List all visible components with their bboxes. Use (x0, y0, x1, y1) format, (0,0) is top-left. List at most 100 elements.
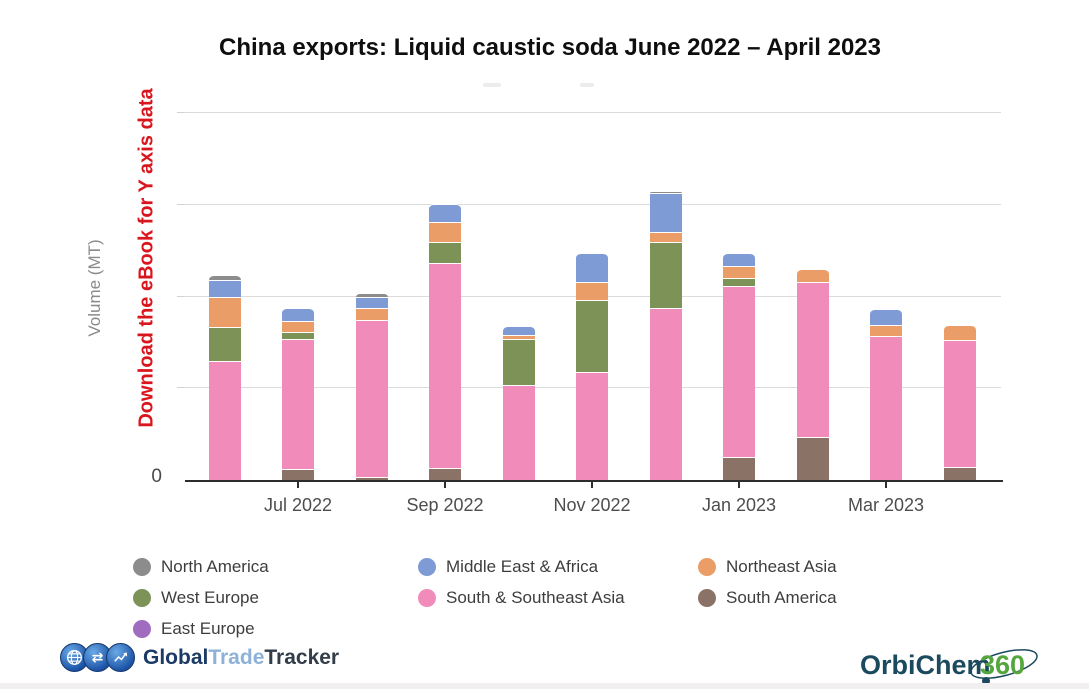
bar-segment-south-southeast-asia (723, 285, 755, 458)
bar-mar-2023 (870, 113, 902, 480)
gtt-logo-text-tracker: Tracker (264, 645, 340, 669)
y-axis-tick (177, 295, 185, 297)
bar-segment-west-europe (429, 242, 461, 264)
bar-segment-south-america (282, 469, 314, 480)
x-axis-label: Jan 2023 (701, 495, 777, 515)
x-axis-label: Jul 2022 (263, 495, 333, 515)
bar-segment-south-southeast-asia (208, 360, 241, 480)
faint-artifact (483, 83, 501, 87)
bar-jan-2023 (723, 113, 755, 480)
bar-segment-south-southeast-asia (576, 371, 608, 480)
bottom-edge-strip (0, 683, 1089, 689)
bar-segment-north-america (208, 275, 241, 281)
bar-segment-south-america (796, 436, 829, 480)
bar-segment-south-america (355, 477, 388, 480)
bar-segment-west-europe (723, 278, 755, 286)
bar-segment-north-america (355, 292, 388, 298)
swap-arrows-icon: ⇄ (83, 643, 112, 672)
bar-segment-northeast-asia (208, 297, 241, 327)
legend-marker-icon (418, 558, 436, 576)
legend-marker-icon (133, 589, 151, 607)
bar-segment-south-america (943, 467, 976, 480)
gtt-logo-text-trade: Trade (208, 645, 265, 669)
bar-segment-northeast-asia (502, 335, 535, 339)
bar-segment-west-europe (576, 300, 608, 372)
legend-item-south-america: South America (698, 588, 837, 608)
y-axis-tick (177, 387, 185, 389)
x-axis-label: Sep 2022 (406, 495, 484, 515)
ebook-promo-link[interactable]: Download the eBook for Y axis data (135, 88, 158, 428)
bar-segment-northeast-asia (796, 269, 829, 282)
bar-segment-south-southeast-asia (355, 320, 388, 478)
bar-segment-middle-east-africa (208, 280, 241, 298)
bar-segment-northeast-asia (870, 324, 902, 336)
orbit-ellipse-icon (970, 649, 1038, 679)
y-axis-zero-tick: 0 (151, 466, 162, 487)
legend-marker-icon (698, 589, 716, 607)
legend-item-west-europe: West Europe (133, 588, 259, 608)
legend-item-south-southeast-asia: South & Southeast Asia (418, 588, 625, 608)
bar-dec-2022 (649, 113, 682, 480)
gridline (185, 203, 1001, 205)
legend-label: Northeast Asia (726, 557, 837, 576)
global-trade-tracker-logo: ⇄ GlobalTradeTracker (60, 643, 339, 672)
x-axis-tick (738, 480, 740, 488)
bar-segment-west-europe (649, 242, 682, 309)
bar-oct-2022 (502, 113, 535, 480)
bar-segment-northeast-asia (576, 281, 608, 301)
bar-segment-middle-east-africa (429, 203, 461, 223)
legend-marker-icon (133, 558, 151, 576)
legend-marker-icon (418, 589, 436, 607)
x-axis-label: Nov 2022 (553, 495, 631, 515)
orbichem-logo-text: OrbiChem (860, 650, 991, 680)
bar-aug-2022 (355, 113, 388, 480)
bar-segment-west-europe (502, 338, 535, 385)
legend-label: Middle East & Africa (446, 557, 599, 576)
bar-segment-south-southeast-asia (796, 281, 829, 437)
bar-segment-west-europe (282, 332, 314, 339)
chart-line-icon (106, 643, 135, 672)
chart-title: China exports: Liquid caustic soda June … (219, 34, 881, 61)
bar-segment-south-southeast-asia (429, 263, 461, 469)
gtt-logo-text-global: Global (143, 645, 209, 669)
bar-segment-northeast-asia (649, 232, 682, 243)
bar-apr-2023 (943, 113, 976, 480)
y-axis-title: Volume (MT) (85, 239, 104, 337)
bar-segment-south-southeast-asia (870, 335, 902, 480)
x-axis-label: Mar 2023 (847, 495, 925, 515)
legend-marker-icon (133, 620, 151, 638)
bar-segment-west-europe (208, 326, 241, 361)
bar-sep-2022 (429, 113, 461, 480)
bar-segment-south-america (723, 457, 755, 480)
orbichem-logo-360: 360 (980, 650, 1025, 680)
x-axis-tick (297, 480, 299, 488)
bar-segment-south-southeast-asia (282, 338, 314, 469)
bar-segment-middle-east-africa (870, 309, 902, 325)
y-axis-tick (177, 112, 185, 113)
legend-item-north-america: North America (133, 557, 269, 577)
legend-item-east-europe: East Europe (133, 619, 255, 639)
bar-segment-northeast-asia (429, 222, 461, 243)
bar-segment-north-america (649, 191, 682, 193)
gridline (185, 112, 1001, 113)
x-axis-tick (444, 480, 446, 488)
bar-segment-northeast-asia (282, 321, 314, 333)
legend-label: South & Southeast Asia (446, 588, 625, 607)
x-axis-tick (885, 480, 887, 488)
bar-segment-middle-east-africa (723, 252, 755, 267)
faint-artifact (580, 83, 594, 87)
bar-segment-northeast-asia (943, 324, 976, 340)
legend-item-northeast-asia: Northeast Asia (698, 557, 837, 577)
legend-label: South America (726, 588, 837, 607)
bar-segment-middle-east-africa (502, 325, 535, 336)
bar-segment-south-southeast-asia (943, 339, 976, 468)
bar-segment-south-america (429, 468, 461, 480)
bar-feb-2023 (796, 113, 829, 480)
bar-segment-south-southeast-asia (649, 308, 682, 480)
y-axis-tick (177, 203, 185, 205)
bar-segment-middle-east-africa (576, 253, 608, 282)
legend-label: East Europe (161, 619, 255, 638)
bar-segment-south-southeast-asia (502, 384, 535, 480)
x-axis-line (185, 480, 1003, 482)
